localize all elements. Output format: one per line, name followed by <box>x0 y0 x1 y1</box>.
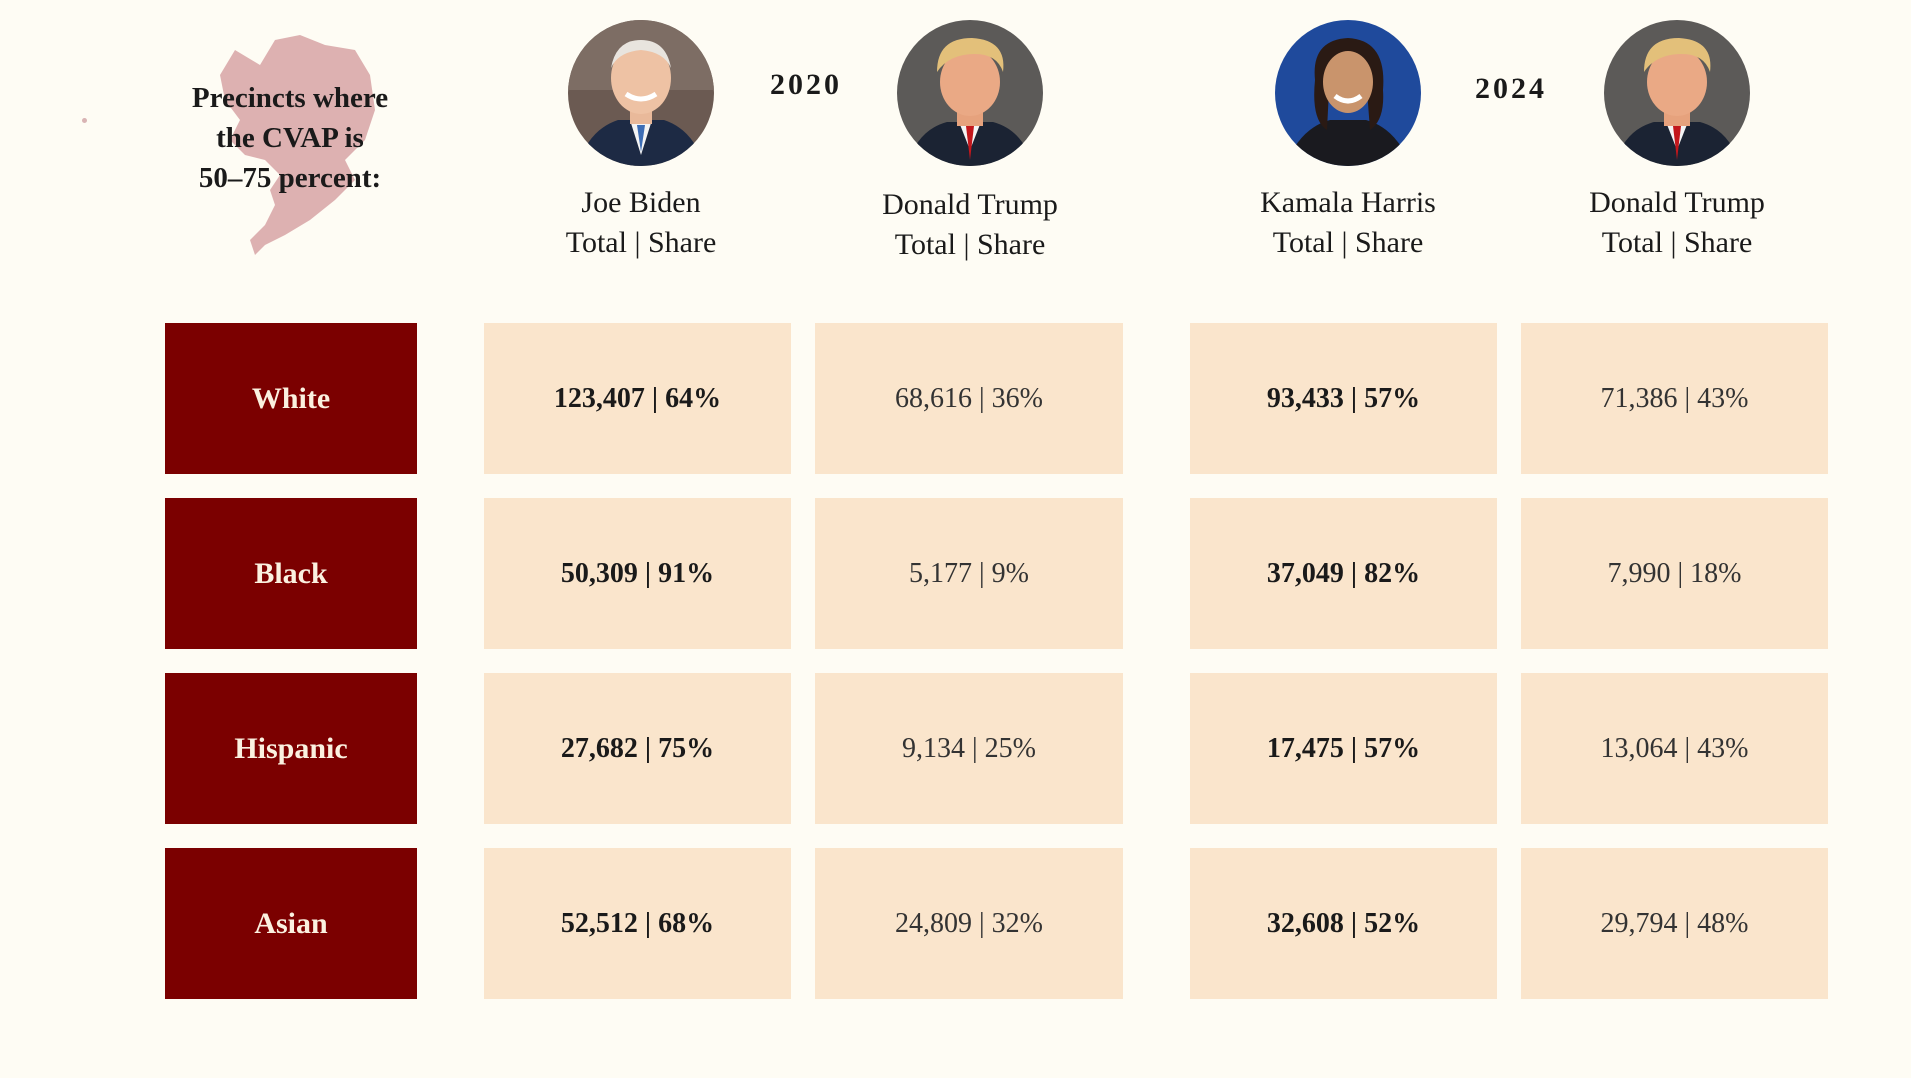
row-label-white: White <box>165 323 417 474</box>
county-map-icon <box>220 35 375 255</box>
table-cell: 29,794 | 48% <box>1521 848 1828 999</box>
table-cell: 17,475 | 57% <box>1190 673 1497 824</box>
table-cell: 27,682 | 75% <box>484 673 791 824</box>
table-cell: 50,309 | 91% <box>484 498 791 649</box>
table-cell: 52,512 | 68% <box>484 848 791 999</box>
table-cell: 68,616 | 36% <box>815 323 1123 474</box>
candidate-name: Kamala Harris <box>1260 186 1436 219</box>
heading-line-1: Precincts where <box>191 82 389 114</box>
table-cell: 9,134 | 25% <box>815 673 1123 824</box>
candidate-name: Donald Trump <box>1589 186 1765 219</box>
kamala-harris-portrait <box>1275 20 1421 166</box>
candidate-sub: Total | Share <box>1601 226 1753 259</box>
table-cell: 5,177 | 9% <box>815 498 1123 649</box>
candidate-header-biden: Joe Biden Total | Share <box>486 183 796 263</box>
donald-trump-portrait-2024 <box>1604 20 1750 166</box>
table-cell: 71,386 | 43% <box>1521 323 1828 474</box>
candidate-header-harris: Kamala Harris Total | Share <box>1193 183 1503 263</box>
year-2020: 2020 <box>770 68 842 101</box>
row-label-hispanic: Hispanic <box>165 673 417 824</box>
candidate-sub: Total | Share <box>1272 226 1424 259</box>
candidate-name: Joe Biden <box>581 186 701 219</box>
map-dot <box>82 118 87 123</box>
table-cell: 24,809 | 32% <box>815 848 1123 999</box>
table-cell: 32,608 | 52% <box>1190 848 1497 999</box>
row-label-black: Black <box>165 498 417 649</box>
heading-line-3: 50–75 percent: <box>198 162 382 194</box>
table-cell: 7,990 | 18% <box>1521 498 1828 649</box>
donald-trump-portrait-2020 <box>897 20 1043 166</box>
row-label-asian: Asian <box>165 848 417 999</box>
table-cell: 93,433 | 57% <box>1190 323 1497 474</box>
table-cell: 13,064 | 43% <box>1521 673 1828 824</box>
joe-biden-portrait <box>568 20 714 166</box>
table-heading: Precincts where the CVAP is 50–75 percen… <box>160 78 420 198</box>
table-cell: 37,049 | 82% <box>1190 498 1497 649</box>
year-2024: 2024 <box>1475 72 1547 105</box>
candidate-header-trump-2024: Donald Trump Total | Share <box>1522 183 1832 263</box>
candidate-header-trump-2020: Donald Trump Total | Share <box>815 185 1125 265</box>
candidate-name: Donald Trump <box>882 188 1058 221</box>
table-cell: 123,407 | 64% <box>484 323 791 474</box>
candidate-sub: Total | Share <box>894 228 1046 261</box>
heading-line-2: the CVAP is <box>216 122 364 154</box>
candidate-sub: Total | Share <box>565 226 717 259</box>
